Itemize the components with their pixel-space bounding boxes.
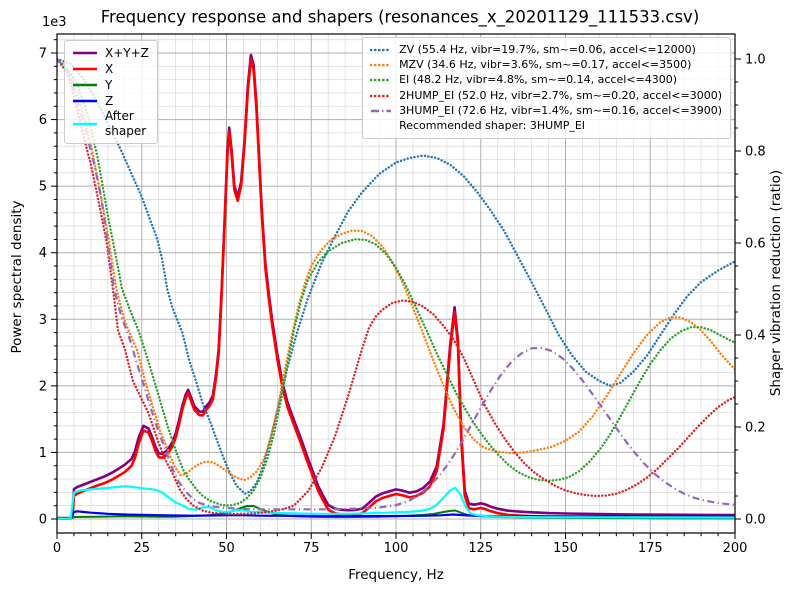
x-tick-label: 150 [553,541,578,556]
legend-line-sample [73,99,97,103]
y-right-tick-label: 0.2 [745,421,766,436]
x-tick-label: 175 [638,541,663,556]
legend-line-sample [371,109,392,113]
y-left-tick-label: 1 [39,446,47,461]
legend-item-label: MZV (34.6 Hz, vibr=3.6%, sm~=0.17, accel… [399,58,692,72]
y-left-tick-label: 5 [39,180,47,195]
legend-item-label: ZV (55.4 Hz, vibr=19.7%, sm~=0.06, accel… [399,42,696,56]
legend-item-label: 2HUMP_EI (52.0 Hz, vibr=2.7%, sm~=0.20, … [399,88,722,102]
y-left-tick-label: 2 [39,379,47,394]
legend-item: MZV (34.6 Hz, vibr=3.6%, sm~=0.17, accel… [370,57,722,72]
legend-item: Z [72,93,149,109]
y-left-tick-label: 4 [39,246,47,261]
legend-line-sample [73,51,97,55]
series-zv [57,57,735,495]
y-right-tick-label: 0.0 [745,513,766,528]
legend-item-label: X [105,61,114,76]
x-tick-label: 125 [468,541,493,556]
legend-item-label: Z [105,93,114,108]
y-axis-offset-label: 1e3 [42,15,67,30]
x-tick-label: 75 [303,541,320,556]
x-tick-label: 50 [218,541,235,556]
chart-title: Frequency response and shapers (resonanc… [100,7,700,27]
legend-item-label: X+Y+Z [105,45,149,60]
y-right-tick-label: 0.8 [745,145,766,160]
x-tick-label: 100 [384,541,409,556]
series-mzv [57,57,735,482]
series-group [57,53,735,520]
legend-line-sample [73,83,97,87]
legend-item: 2HUMP_EI (52.0 Hz, vibr=2.7%, sm~=0.20, … [370,88,722,103]
series-ei [57,57,735,507]
legend-line-sample [73,67,97,71]
y-left-tick-label: 6 [39,113,47,128]
legend-item-label: 3HUMP_EI (72.6 Hz, vibr=1.4%, sm~=0.16, … [399,103,722,117]
y-axis-right-label: Shaper vibration reduction (ratio) [768,169,784,397]
legend-item: X+Y+Z [72,45,149,61]
tick-labels: 0 25 50 75 100 125 150 175 200 0 1 2 3 4 5 6 7 0.0 0.2 0.4 0… [39,47,766,557]
series-after-shaper [57,485,735,520]
legend-item: Recommended shaper: 3HUMP_EI [370,118,722,133]
legend-item: After shaper [72,109,149,139]
x-axis-label: Frequency, Hz [348,567,444,583]
legend-item: 3HUMP_EI (72.6 Hz, vibr=1.4%, sm~=0.16, … [370,103,722,118]
y-right-tick-label: 0.4 [745,329,766,344]
y-left-tick-label: 7 [39,47,47,62]
x-tick-label: 200 [723,541,748,556]
legend-shapers: ZV (55.4 Hz, vibr=19.7%, sm~=0.06, accel… [362,37,731,139]
legend-item: EI (48.2 Hz, vibr=4.8%, sm~=0.14, accel<… [370,73,722,88]
y-right-tick-label: 0.6 [745,237,766,252]
legend-no-sample [370,121,392,131]
x-tick-label: 0 [53,541,61,556]
legend-line-sample [370,94,393,97]
legend-line-sample [370,78,393,82]
series-2hump-ei [57,57,735,516]
legend-item-label: EI (48.2 Hz, vibr=4.8%, sm~=0.14, accel<… [399,73,678,87]
y-right-tick-label: 1.0 [745,53,766,68]
legend-item-label: Recommended shaper: 3HUMP_EI [399,119,586,133]
legend-line-sample [73,122,97,126]
x-tick-label: 25 [133,541,150,556]
y-left-tick-label: 0 [39,513,47,528]
series-x [57,58,735,520]
legend-psd: X+Y+Z X Y Z After shaper [64,40,158,144]
legend-line-sample [370,63,393,67]
legend-item: X [72,61,149,77]
legend-item-label: After shaper [105,109,147,138]
y-left-tick-label: 3 [39,313,47,328]
series-3hump-ei [57,58,735,511]
ticks [51,39,741,539]
legend-item-label: Y [105,77,113,92]
legend-item: Y [72,77,149,93]
legend-item: ZV (55.4 Hz, vibr=19.7%, sm~=0.06, accel… [370,42,722,57]
legend-line-sample [370,48,393,51]
y-axis-left-label: Power spectral density [9,200,25,354]
